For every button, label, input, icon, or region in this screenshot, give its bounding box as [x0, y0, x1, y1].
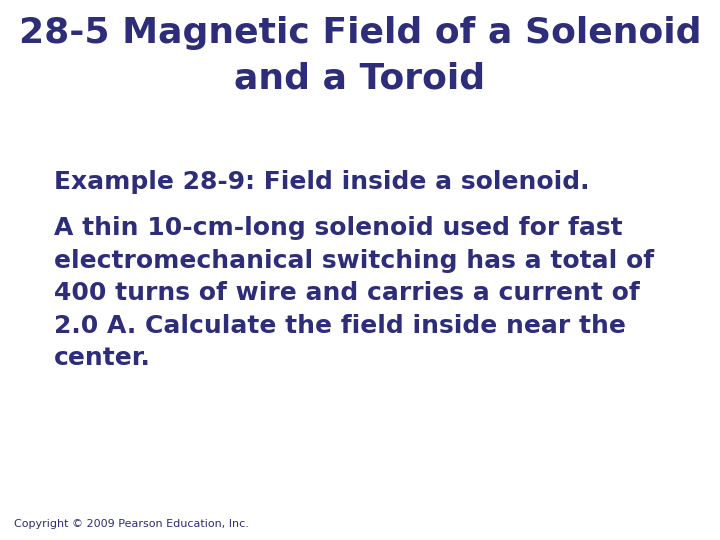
Text: Example 28-9: Field inside a solenoid.: Example 28-9: Field inside a solenoid.	[54, 170, 590, 194]
Text: Copyright © 2009 Pearson Education, Inc.: Copyright © 2009 Pearson Education, Inc.	[14, 519, 249, 529]
Text: 28-5 Magnetic Field of a Solenoid
and a Toroid: 28-5 Magnetic Field of a Solenoid and a …	[19, 16, 701, 95]
Text: A thin 10-cm-long solenoid used for fast
electromechanical switching has a total: A thin 10-cm-long solenoid used for fast…	[54, 216, 654, 370]
